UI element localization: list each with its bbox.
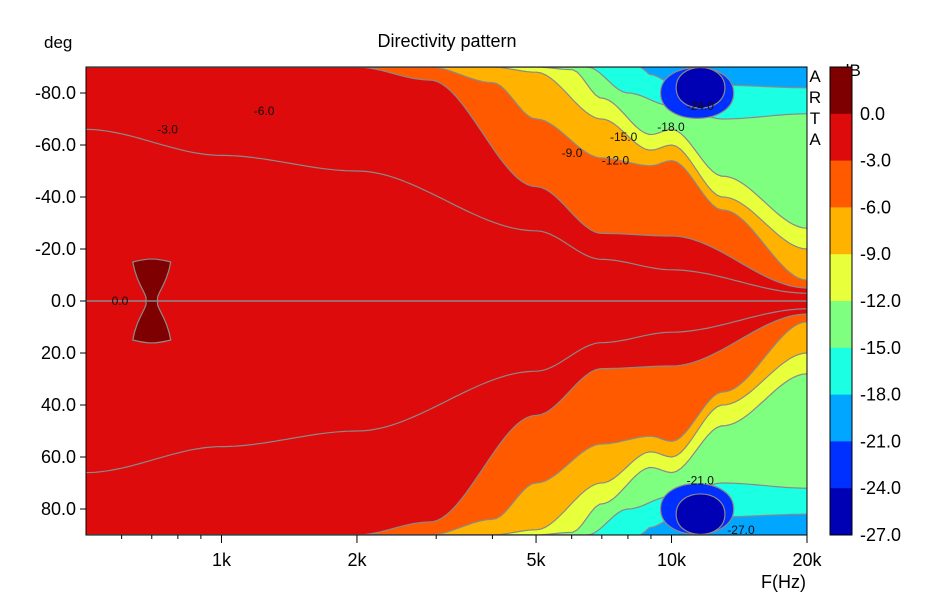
contour-line-bottom [86,352,807,535]
colorbar-tick-label: -18.0 [860,385,901,405]
colorbar-tick-label: -9.0 [860,244,891,264]
contour-labels: -3.0 -6.0 0.0 -9.0 -12.0 -15.0 -18.0-24.0 -21.0… [112,99,755,537]
colorbar-swatch [830,347,852,396]
x-ticks: 1k 2k 5k 10k 20k [121,535,823,570]
colorbar-swatch [830,301,852,349]
y-tick-label: -40.0 [35,187,76,207]
y-axis-label: deg [44,33,72,52]
contour-bands [86,67,807,535]
y-tick-label: 40.0 [41,395,76,415]
y-tick-label: -20.0 [35,239,76,259]
contour-label: -24.0 [687,99,715,113]
contour-label: -18.0 [657,120,685,134]
y-tick-label: 80.0 [41,499,76,519]
colorbar-swatch [830,394,852,442]
contour-label: -6.0 [254,104,275,118]
contour-label: 0.0 [112,294,129,308]
colorbar-tick-label: -21.0 [860,431,901,451]
contour-line-top [86,67,807,289]
contour-line-bottom [86,308,807,474]
y-tick-label: 0.0 [51,291,76,311]
watermark-letter: A [809,67,821,86]
colorbar-swatch [830,160,852,208]
contour-line-bottom [86,321,807,535]
contour-line-top [86,67,807,229]
contour-line-top [86,128,807,294]
contour-line-top [86,67,807,250]
x-axis-label: F(Hz) [761,572,806,592]
colorbar-swatch [830,254,852,302]
contour-label: -27.0 [727,523,755,537]
y-tick-label: 20.0 [41,343,76,363]
x-tick-label: 10k [657,550,687,570]
colorbar-swatch [830,488,852,536]
x-tick-label: 20k [792,550,822,570]
contour-label: -12.0 [602,154,630,168]
colorbar-tick-label: -6.0 [860,197,891,217]
watermark-letter: A [809,130,821,149]
blob-mirror-level--27 [675,67,726,109]
blob-level--27 [675,493,726,535]
band-level--6 [86,67,807,535]
contour-label: -15.0 [610,130,638,144]
y-tick-label: -60.0 [35,135,76,155]
y-tick-label: 60.0 [41,447,76,467]
contour-line-bottom [86,313,807,535]
contour-line-top [86,67,807,281]
y-ticks: -80.0 -60.0 -40.0 -20.0 0.0 20.0 40.0 60.0 80.0 [35,83,86,519]
x-tick-label: 1k [212,550,232,570]
colorbar-tick-label: -15.0 [860,338,901,358]
colorbar-tick-label: -27.0 [860,525,901,545]
colorbar-swatch [830,67,852,115]
colorbar-tick-label: 0.0 [860,104,885,124]
colorbar-tick-label: -24.0 [860,478,901,498]
colorbar-swatch [830,207,852,255]
watermark-letter: T [810,109,820,128]
contour-label: -3.0 [157,122,178,136]
contour-label: -9.0 [562,146,583,160]
colorbar-tick-label: -3.0 [860,151,891,171]
x-tick-label: 5k [527,550,547,570]
colorbar-border [829,66,853,536]
contour-line-bottom [86,373,807,535]
colorbar-tick-label: -12.0 [860,291,901,311]
watermark-letter: R [809,88,821,107]
chart-title: Directivity pattern [377,31,516,51]
y-tick-label: -80.0 [35,83,76,103]
contour-label: -21.0 [687,473,715,487]
colorbar-swatch [830,441,852,489]
x-tick-label: 2k [347,550,367,570]
colorbar-swatch [830,113,852,162]
band-level--18 [86,67,807,535]
colorbar: 0.0 -3.0 -6.0 -9.0 -12.0 -15.0 -18.0 -21.0 -24.0… [829,66,901,545]
